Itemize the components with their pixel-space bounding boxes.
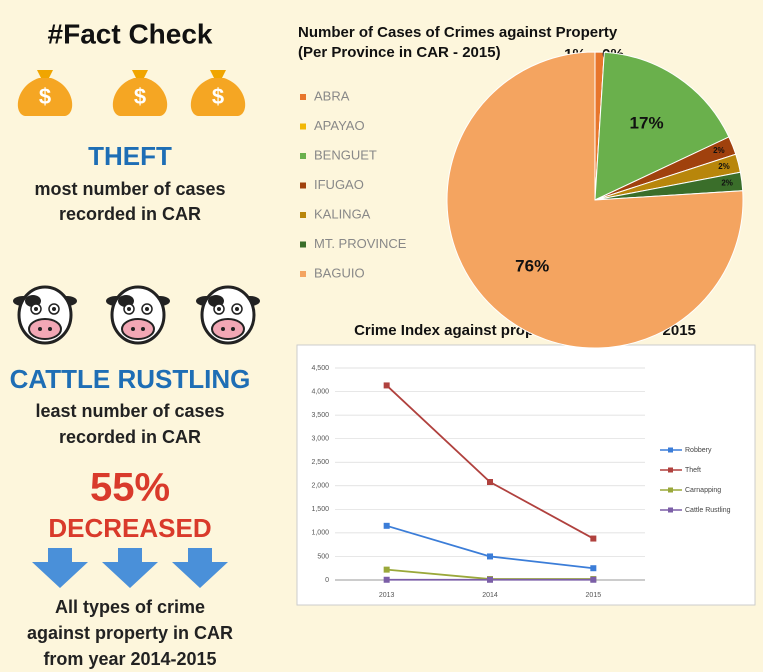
y-tick-label: 2,000 xyxy=(311,483,329,490)
theft-heading: THEFT xyxy=(88,141,172,171)
x-tick-label: 2015 xyxy=(586,592,602,599)
legend-marker xyxy=(668,468,673,473)
series-marker xyxy=(384,382,390,388)
cattle-line: recorded in CAR xyxy=(59,427,201,447)
pie-value-label: 2% xyxy=(713,146,725,155)
fact-title: #Fact Check xyxy=(48,18,213,49)
series-marker xyxy=(590,577,596,583)
y-tick-label: 1,000 xyxy=(311,530,329,537)
y-tick-label: 4,500 xyxy=(311,365,329,372)
y-tick-label: 2,500 xyxy=(311,459,329,466)
decrease-percent: 55% xyxy=(90,466,170,510)
legend-label: APAYAO xyxy=(314,118,365,133)
series-marker xyxy=(590,536,596,542)
legend-label: Cattle Rustling xyxy=(685,507,731,514)
legend-swatch xyxy=(300,271,306,277)
decrease-word: DECREASED xyxy=(48,513,211,543)
legend-swatch xyxy=(300,183,306,189)
series-marker xyxy=(590,565,596,571)
legend-label: BAGUIO xyxy=(314,265,365,280)
legend-label: Robbery xyxy=(685,447,712,454)
series-marker xyxy=(487,577,493,583)
legend-label: Carnapping xyxy=(685,487,721,494)
y-tick-label: 3,000 xyxy=(311,436,329,443)
legend-label: IFUGAO xyxy=(314,177,364,192)
legend-marker xyxy=(668,488,673,493)
series-marker xyxy=(384,567,390,573)
line-chart-frame xyxy=(297,345,755,605)
legend-label: ABRA xyxy=(314,88,350,103)
pie-value-label: 17% xyxy=(630,114,664,133)
theft-line: most number of cases xyxy=(34,179,225,199)
cattle-heading: CATTLE RUSTLING xyxy=(10,364,251,394)
series-marker xyxy=(487,479,493,485)
y-tick-label: 3,500 xyxy=(311,412,329,419)
legend-label: MT. PROVINCE xyxy=(314,236,407,251)
legend-label: KALINGA xyxy=(314,206,371,221)
y-tick-label: 1,500 xyxy=(311,506,329,513)
infographic: $ #Fact Check THEFT most number of cases… xyxy=(0,0,763,672)
legend-swatch xyxy=(300,94,306,100)
legend-swatch xyxy=(300,212,306,218)
decrease-line: from year 2014-2015 xyxy=(43,649,216,669)
legend-swatch xyxy=(300,153,306,159)
cattle-line: least number of cases xyxy=(35,401,224,421)
pie-value-label: 2% xyxy=(721,178,733,187)
theft-line: recorded in CAR xyxy=(59,204,201,224)
series-marker xyxy=(384,523,390,529)
legend-marker xyxy=(668,508,673,513)
legend-label: Theft xyxy=(685,467,701,474)
y-tick-label: 4,000 xyxy=(311,388,329,395)
legend-label: BENGUET xyxy=(314,147,377,162)
pie-value-label: 76% xyxy=(515,256,549,275)
pie-subtitle: (Per Province in CAR - 2015) xyxy=(298,44,501,61)
x-tick-label: 2013 xyxy=(379,592,395,599)
x-tick-label: 2014 xyxy=(482,592,498,599)
pie-title: Number of Cases of Crimes against Proper… xyxy=(298,24,618,41)
legend-marker xyxy=(668,448,673,453)
legend-swatch xyxy=(300,242,306,248)
series-marker xyxy=(384,577,390,583)
decrease-line: All types of crime xyxy=(55,597,205,617)
series-marker xyxy=(487,553,493,559)
pie-value-label: 2% xyxy=(718,162,730,171)
decrease-line: against property in CAR xyxy=(27,623,233,643)
legend-swatch xyxy=(300,124,306,130)
y-tick-label: 500 xyxy=(317,553,329,560)
y-tick-label: 0 xyxy=(325,577,329,584)
